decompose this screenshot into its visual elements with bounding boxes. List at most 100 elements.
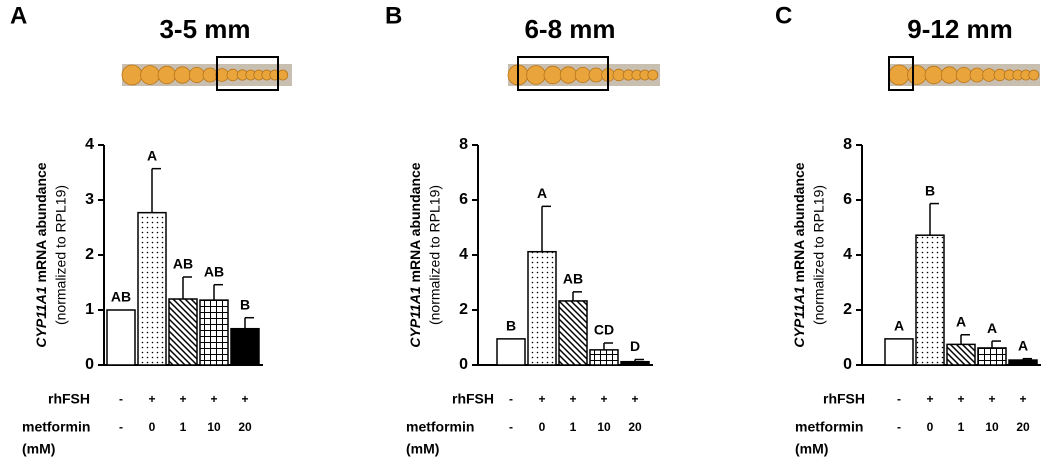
panel-title: 9-12 mm <box>907 14 1013 44</box>
highlight-box <box>517 56 609 91</box>
treatment-value: 20 <box>1016 420 1030 434</box>
y-tick-label: 6 <box>843 191 852 208</box>
follicle <box>121 64 143 86</box>
bar <box>884 338 914 366</box>
treatment-value: + <box>538 392 545 406</box>
y-tick-label: 4 <box>843 246 852 263</box>
bar <box>137 211 167 366</box>
highlight-box <box>216 56 279 91</box>
treatment-unit: (mM) <box>22 441 55 457</box>
follicle <box>924 65 944 85</box>
y-tick-label: 4 <box>459 246 468 263</box>
y-axis-label-gene: CYP11A1 <box>407 286 423 347</box>
y-tick-label: 0 <box>85 356 94 373</box>
significance-letter: B <box>506 318 516 334</box>
y-axis-label-text: mRNA abundance <box>33 162 49 282</box>
follicle <box>1028 69 1040 81</box>
y-tick-label: 2 <box>85 246 94 263</box>
treatment-value: + <box>179 392 186 406</box>
treatment-value: 1 <box>180 420 187 434</box>
follicle <box>202 67 218 83</box>
follicle <box>588 67 604 83</box>
bar <box>1008 359 1038 366</box>
panel-letter: B <box>385 2 402 29</box>
treatment-value: + <box>957 392 964 406</box>
bar <box>589 349 619 366</box>
significance-letter: A <box>894 318 904 334</box>
treatment-unit: (mM) <box>795 441 828 457</box>
follicle <box>526 65 546 85</box>
treatment-value: + <box>631 392 638 406</box>
y-tick-label: 0 <box>459 356 468 373</box>
treatment-value: - <box>119 420 123 434</box>
follicle <box>559 66 578 84</box>
significance-letter: B <box>925 182 935 198</box>
treatment-value: - <box>897 392 901 406</box>
treatment-name: metformin <box>22 419 90 435</box>
follicle <box>277 69 289 81</box>
treatment-name: rhFSH <box>48 391 90 407</box>
significance-letter: CD <box>594 322 614 338</box>
y-tick-label: 1 <box>85 301 94 318</box>
bar <box>558 300 588 366</box>
y-axis-label-text: mRNA abundance <box>407 162 423 282</box>
treatment-value: 0 <box>149 420 156 434</box>
treatment-value: + <box>600 392 607 406</box>
treatment-value: 1 <box>958 420 965 434</box>
follicle <box>888 64 910 86</box>
y-axis-label-text: mRNA abundance <box>791 162 807 282</box>
treatment-value: + <box>569 392 576 406</box>
follicle <box>940 66 959 84</box>
follicle <box>140 65 160 85</box>
y-axis-label: CYP11A1 mRNA abundance <box>33 162 49 347</box>
y-axis-note: (normalized to RPL19) <box>811 185 827 325</box>
y-axis-label-gene: CYP11A1 <box>33 286 49 347</box>
significance-letter: AB <box>563 271 583 287</box>
treatment-value: 10 <box>597 420 611 434</box>
treatment-value: + <box>926 392 933 406</box>
follicle <box>188 67 205 84</box>
follicle <box>955 67 972 84</box>
follicle <box>173 66 191 84</box>
y-tick-label: 3 <box>85 191 94 208</box>
panel-title: 6-8 mm <box>524 14 615 44</box>
follicle <box>982 68 996 82</box>
treatment-name: metformin <box>795 419 863 435</box>
significance-letter: AB <box>111 289 131 305</box>
significance-letter: A <box>1018 337 1028 353</box>
treatment-value: 0 <box>927 420 934 434</box>
y-axis-note: (normalized to RPL19) <box>53 185 69 325</box>
panel-letter: C <box>775 2 792 29</box>
follicle <box>157 65 177 85</box>
significance-letter: D <box>630 338 640 354</box>
y-tick-label: 4 <box>85 136 94 153</box>
treatment-value: 20 <box>238 420 252 434</box>
treatment-name: rhFSH <box>452 391 494 407</box>
treatment-value: - <box>897 420 901 434</box>
significance-letter: A <box>956 313 966 329</box>
treatment-value: 1 <box>570 420 577 434</box>
significance-letter: A <box>147 147 157 163</box>
bar <box>496 338 526 366</box>
bar <box>527 250 557 366</box>
y-axis-note: (normalized to RPL19) <box>427 185 443 325</box>
treatment-value: - <box>119 392 123 406</box>
panel-letter: A <box>10 2 27 29</box>
follicle <box>574 67 591 84</box>
y-tick-label: 6 <box>459 191 468 208</box>
treatment-value: 10 <box>207 420 221 434</box>
treatment-value: 0 <box>539 420 546 434</box>
treatment-value: + <box>988 392 995 406</box>
bar <box>915 234 945 366</box>
y-tick-label: 8 <box>459 136 468 153</box>
significance-letter: AB <box>204 263 224 279</box>
y-axis-label-gene: CYP11A1 <box>791 286 807 347</box>
treatment-name: metformin <box>406 419 474 435</box>
follicle <box>907 65 927 85</box>
significance-letter: AB <box>173 256 193 272</box>
significance-letter: A <box>987 320 997 336</box>
y-tick-label: 2 <box>459 301 468 318</box>
bar <box>230 327 260 366</box>
treatment-value: + <box>210 392 217 406</box>
